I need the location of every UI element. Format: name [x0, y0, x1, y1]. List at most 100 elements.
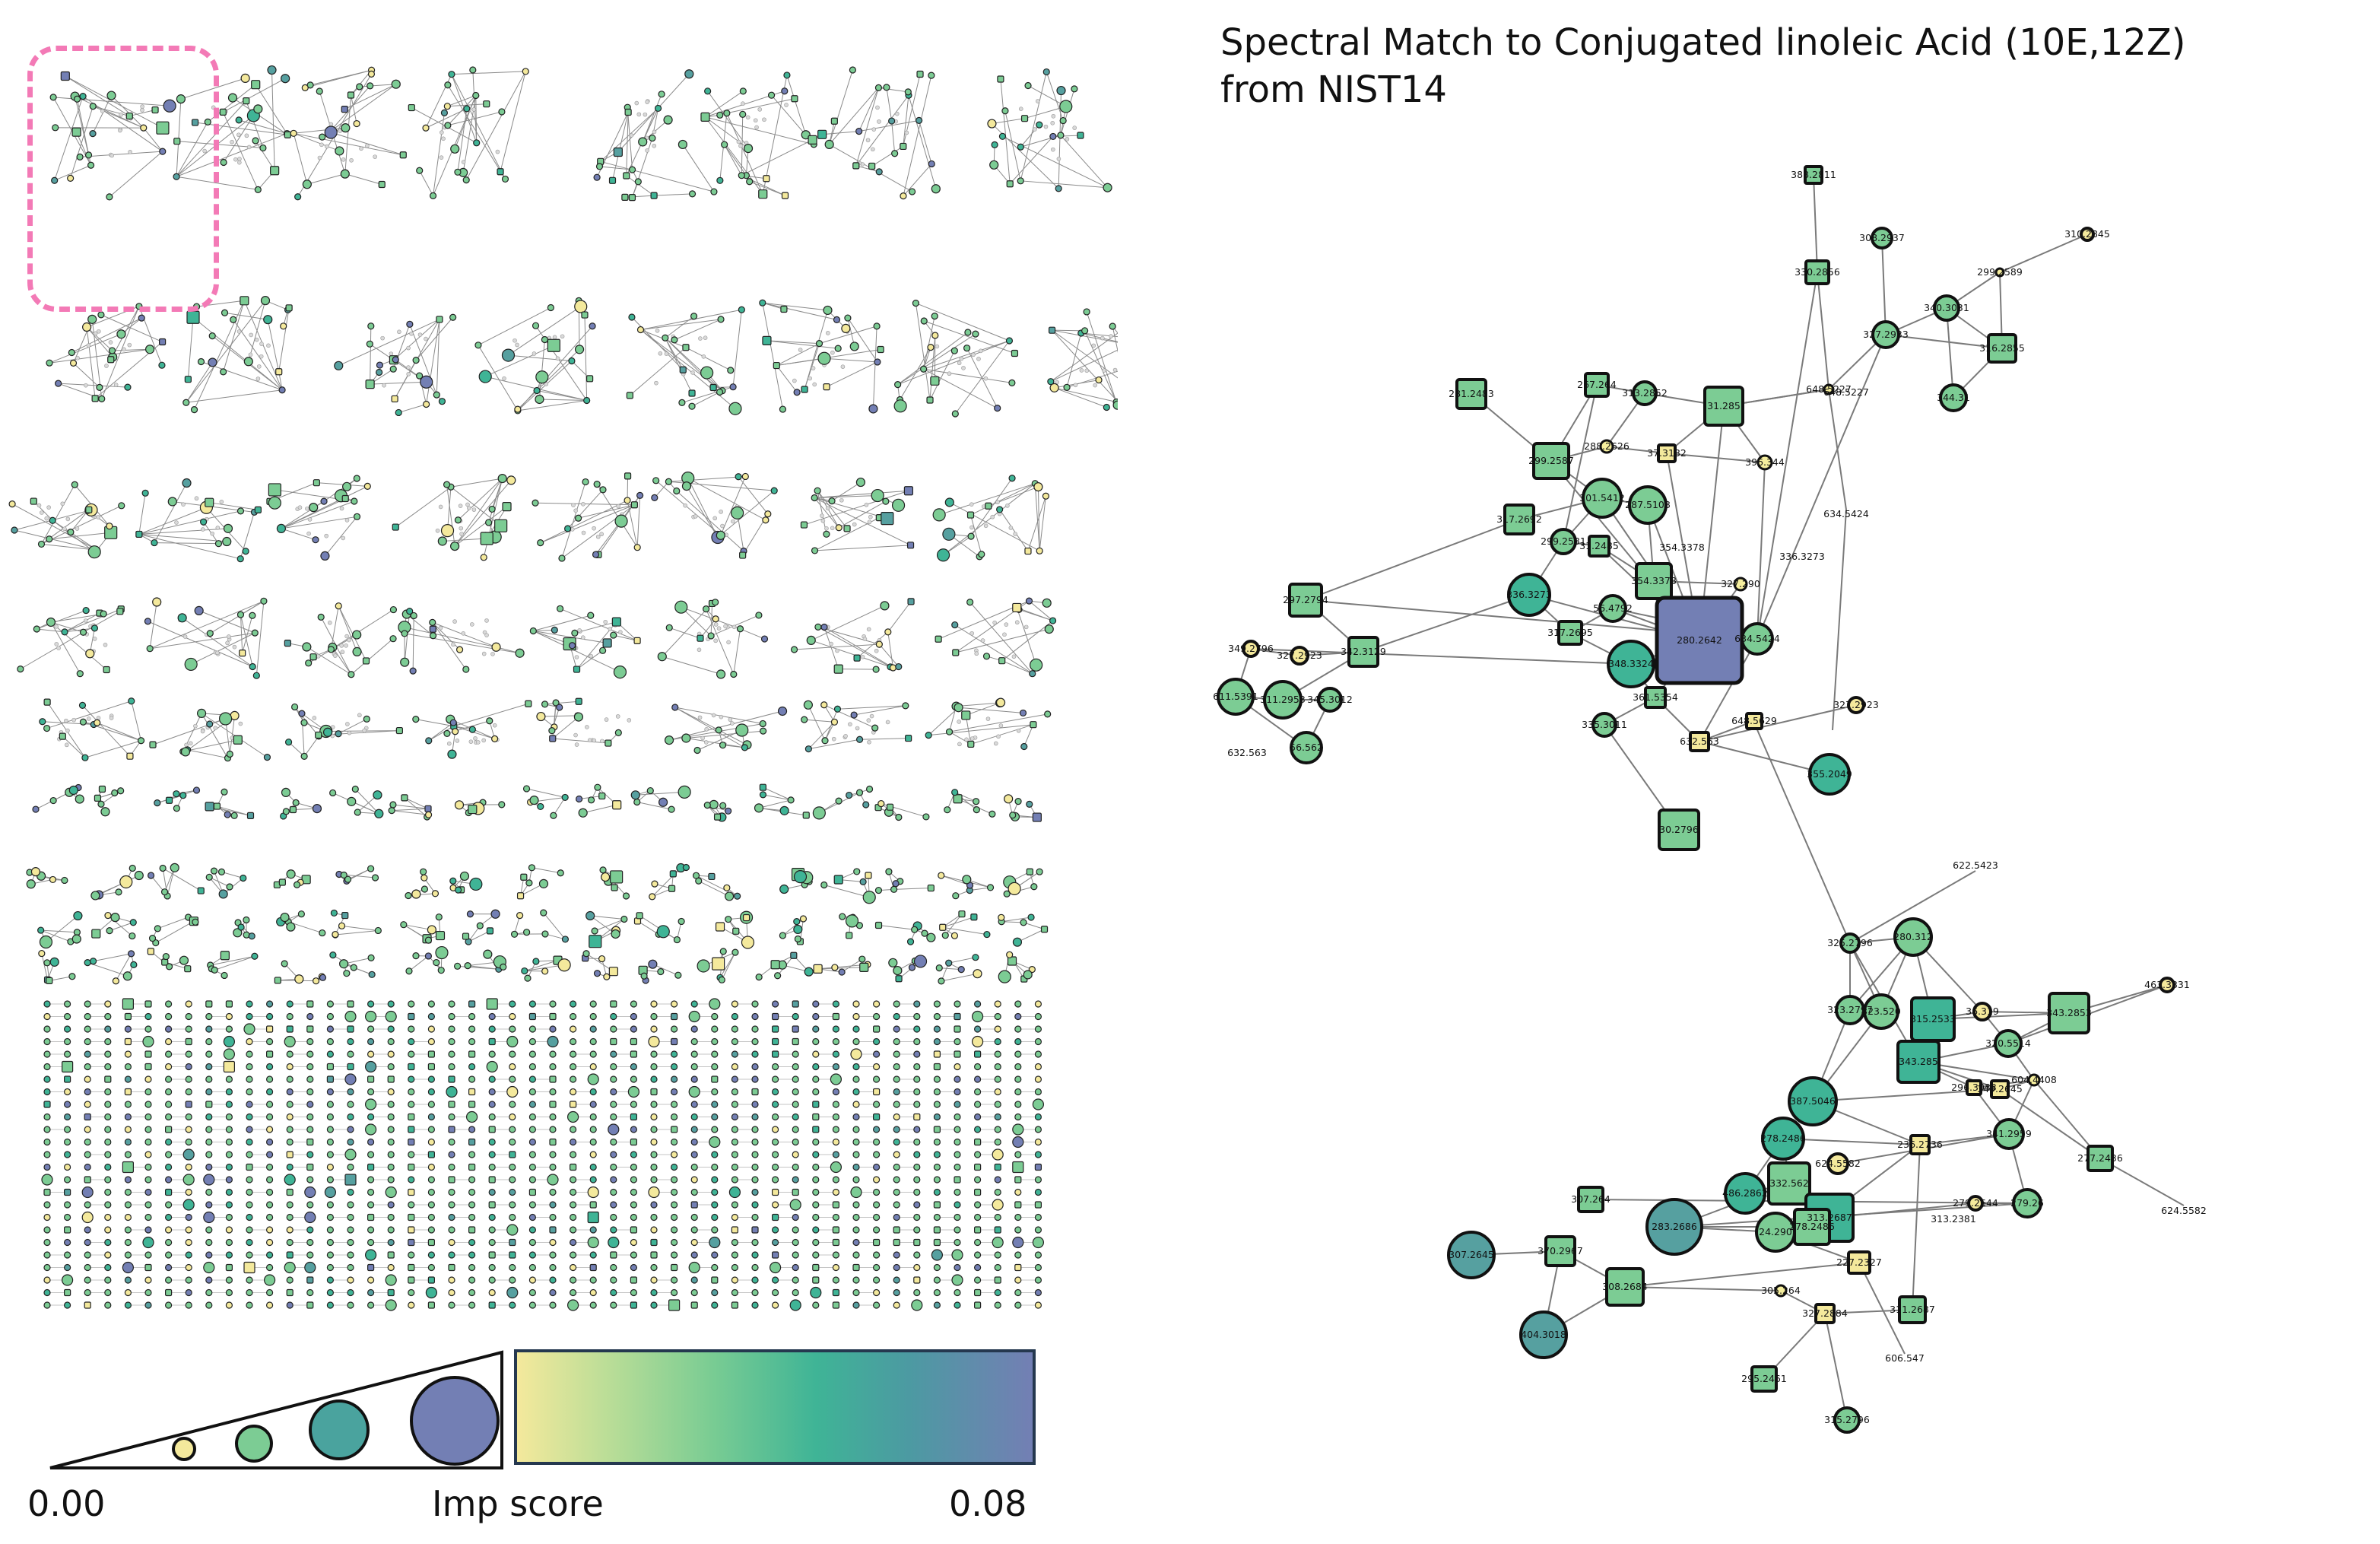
singleton-node — [246, 1000, 253, 1008]
unscored-node — [592, 738, 597, 743]
unscored-node — [1112, 367, 1118, 373]
molecular-network-overview — [8, 65, 1118, 1311]
cluster-a-node — [1599, 439, 1614, 454]
network-edge — [305, 69, 372, 88]
singleton-node — [488, 1151, 496, 1158]
singleton-node — [324, 1186, 336, 1199]
network-node — [82, 322, 92, 332]
network-node — [791, 95, 798, 103]
network-edge — [303, 735, 319, 757]
network-edge — [674, 707, 747, 745]
network-node — [908, 188, 916, 195]
network-node — [905, 734, 912, 742]
network-node — [1008, 379, 1016, 387]
unscored-node — [439, 155, 444, 160]
singleton-node — [528, 1238, 537, 1247]
unscored-node — [113, 383, 119, 387]
network-node — [87, 545, 101, 559]
network-edge — [1666, 453, 1766, 463]
network-node — [862, 891, 876, 904]
unscored-node — [862, 637, 868, 641]
network-node — [875, 168, 883, 176]
singleton-node — [326, 1201, 334, 1209]
network-edge — [674, 707, 763, 724]
unscored-node — [459, 532, 464, 536]
network-node — [681, 481, 692, 491]
network-node — [197, 887, 205, 894]
network-edge — [1001, 620, 1053, 662]
singleton-node — [203, 1174, 215, 1186]
network-edge — [636, 495, 641, 548]
singleton-node — [448, 1176, 455, 1183]
network-node — [734, 892, 741, 900]
unscored-node — [184, 742, 189, 748]
network-node — [435, 913, 443, 921]
network-node — [950, 932, 959, 939]
singleton-node — [973, 1251, 982, 1259]
singleton-node — [408, 1000, 415, 1008]
singleton-node — [246, 1251, 253, 1259]
singleton-node — [812, 1012, 820, 1021]
cluster-a-node — [1507, 573, 1551, 617]
singleton-node — [893, 1088, 900, 1096]
singleton-node — [627, 1085, 640, 1098]
network-node — [611, 884, 618, 891]
singleton-node — [448, 1037, 455, 1046]
network-edge — [223, 78, 286, 113]
network-edge — [1060, 135, 1108, 189]
network-node — [429, 618, 436, 626]
network-edge — [553, 797, 566, 816]
singleton-node — [650, 1138, 658, 1146]
cluster-b-node — [1909, 1134, 1931, 1155]
singleton-node — [185, 1101, 192, 1108]
network-node — [865, 872, 872, 879]
network-node — [167, 497, 177, 507]
singleton-node — [751, 1263, 759, 1272]
network-edge — [395, 486, 452, 528]
singleton-node — [205, 1126, 213, 1133]
network-node — [1049, 617, 1057, 624]
singleton-node — [913, 1037, 921, 1046]
singleton-node — [488, 1101, 496, 1108]
singleton-node — [569, 1101, 577, 1108]
network-node — [1027, 913, 1035, 921]
unscored-node — [825, 506, 830, 511]
singleton-node — [448, 1226, 455, 1234]
singleton-node — [549, 1113, 557, 1121]
singleton-node — [549, 1050, 557, 1058]
singleton-node — [954, 1176, 961, 1183]
singleton-node — [185, 1113, 192, 1121]
network-node — [594, 783, 601, 791]
singleton-node — [812, 1201, 820, 1209]
network-node — [529, 796, 539, 805]
singleton-node — [528, 1037, 537, 1046]
network-node — [719, 742, 727, 749]
network-node — [1042, 598, 1052, 608]
network-node — [846, 932, 853, 939]
network-node — [728, 402, 742, 415]
network-edge — [1756, 272, 1818, 640]
network-node — [110, 913, 120, 923]
unscored-node — [435, 528, 440, 533]
singleton-node — [243, 1261, 255, 1274]
network-edge — [93, 953, 132, 962]
network-node — [208, 357, 217, 367]
network-node — [340, 871, 347, 879]
singleton-node — [367, 1176, 375, 1183]
singleton-node — [448, 1113, 455, 1121]
network-node — [1095, 376, 1103, 384]
singleton-node — [63, 1088, 71, 1096]
singleton-node — [367, 1113, 375, 1121]
network-node — [281, 960, 288, 967]
network-node — [942, 527, 956, 541]
network-node — [60, 71, 70, 81]
singleton-node — [205, 1113, 213, 1121]
network-node — [767, 91, 776, 99]
network-node — [624, 108, 632, 116]
singleton-node — [812, 1025, 820, 1033]
singleton-node — [954, 1213, 961, 1222]
network-node — [401, 794, 408, 802]
network-edge — [176, 122, 208, 177]
network-node — [455, 646, 464, 653]
unscored-node — [874, 648, 879, 653]
